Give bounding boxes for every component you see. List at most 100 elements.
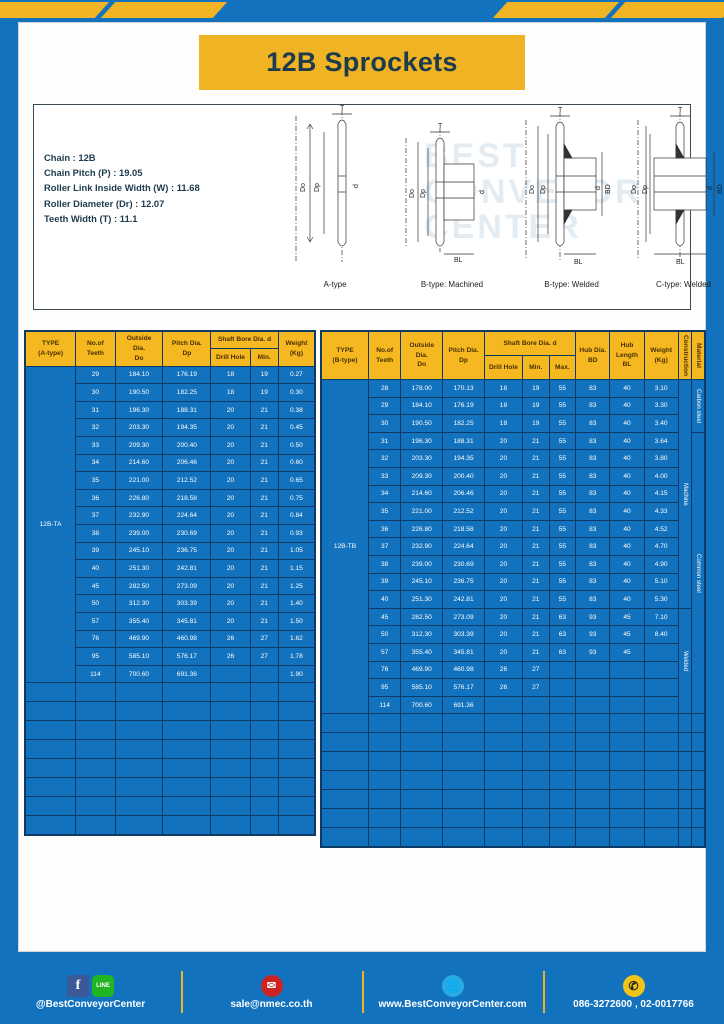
footer-website[interactable]: 🌐 www.BestConveyorCenter.com [362, 960, 543, 1024]
cell-drill-hole: 20 [210, 418, 251, 438]
spec-list: Chain : 12B Chain Pitch (P) : 19.05 Roll… [44, 150, 274, 226]
table-row-empty [24, 701, 316, 722]
cell-hub-length: 40 [609, 379, 645, 398]
spec-teeth-width: Teeth Width (T) : 11.1 [44, 212, 138, 224]
cell-empty [114, 758, 164, 779]
cell-pitch-dia: 691.36 [442, 695, 485, 715]
cell-weight: 3.30 [643, 396, 679, 416]
cell-outside-dia: 700.60 [400, 695, 444, 715]
mail-icon[interactable]: ✉ [260, 974, 283, 997]
diagram-caption-c-welded: C-type: Welded [656, 280, 711, 289]
cell-drill-hole: 20 [483, 607, 523, 627]
cell-drill-hole: 20 [210, 611, 251, 631]
cell-min: 21 [521, 642, 550, 662]
th-min: Min. [249, 348, 279, 367]
cell-drill-hole: 18 [483, 396, 523, 416]
cell-empty [24, 739, 77, 760]
cell-pitch-dia: 212.52 [442, 502, 485, 521]
cell-hub-length: 40 [609, 467, 645, 486]
cell-empty [548, 751, 577, 772]
spec-chain-pitch: Chain Pitch (P) : 19.05 [44, 167, 143, 179]
cell-max: 55 [548, 379, 577, 398]
cell-teeth: 37 [75, 506, 116, 526]
table-row: 45 282.50 273.09 20 21 63 93 45 7.10 Welded [321, 607, 705, 715]
cell-empty [114, 739, 164, 760]
cell-outside-dia: 209.30 [114, 436, 164, 455]
cell-empty [368, 827, 402, 848]
table-row: 32 203.30 194.35 20 21 0.45 [25, 418, 316, 438]
cell-empty [483, 789, 523, 810]
cell-drill-hole: 20 [483, 537, 523, 556]
cell-outside-dia: 203.30 [400, 449, 444, 468]
footer-phone[interactable]: ✆ 086-3272600 , 02-0017766 [543, 960, 724, 1024]
cell-empty [320, 789, 370, 810]
cell-drill-hole: 20 [483, 554, 523, 574]
cell-weight: 0.27 [277, 365, 316, 385]
cell-hub-dia: 83 [575, 590, 611, 609]
cell-empty [442, 789, 485, 810]
cell-empty [249, 777, 279, 798]
cell-max: 55 [548, 396, 577, 416]
phone-icon[interactable]: ✆ [622, 974, 645, 997]
cell-empty [114, 796, 164, 817]
cell-hub-dia: 93 [575, 607, 611, 627]
cell-empty [643, 732, 679, 753]
facebook-icon[interactable]: f [67, 974, 89, 997]
cell-min: 21 [521, 537, 550, 556]
table-row: 33 209.30 200.40 20 21 55 83 40 4.00 [321, 467, 705, 486]
cell-outside-dia: 239.00 [400, 554, 444, 574]
th-weight: Weight (Kg) [643, 330, 679, 381]
cell-outside-dia: 221.00 [400, 502, 444, 521]
cell-empty [677, 770, 693, 791]
cell-drill-hole: 20 [483, 502, 523, 521]
cell-hub-length: 40 [609, 519, 645, 539]
table-row: 31 196.30 188.31 20 21 55 83 40 3.64 Common steel [321, 431, 706, 715]
cell-empty [320, 770, 370, 791]
contact-footer: f LINE @BestConveyorCenter ✉ sale@nmec.c… [0, 960, 724, 1024]
cell-drill-hole: 18 [483, 379, 523, 398]
cell-weight: 0.75 [277, 488, 316, 508]
cell-drill-hole: 20 [210, 541, 251, 561]
cell-pitch-dia: 182.25 [442, 414, 485, 433]
cell-weight: 1.25 [277, 576, 316, 596]
cell-outside-dia: 232.90 [400, 537, 444, 556]
cell-outside-dia: 251.30 [400, 590, 444, 609]
cell-empty [400, 770, 444, 791]
cell-weight: 1.78 [277, 647, 316, 666]
diagram-c-welded: Do Dp d BD T BL C-type: Welded [626, 102, 724, 289]
cell-drill-hole: 20 [483, 484, 523, 504]
cell-empty [643, 713, 679, 734]
table-row-empty [320, 770, 706, 791]
cell-empty [483, 770, 523, 791]
cell-empty [548, 713, 577, 734]
cell-empty [24, 758, 77, 779]
cell-drill-hole: 20 [483, 572, 523, 592]
cell-teeth: 57 [75, 611, 116, 631]
cell-empty [210, 720, 251, 741]
cell-drill-hole [483, 695, 523, 715]
cell-empty [483, 827, 523, 848]
svg-text:Do: Do [409, 189, 416, 198]
cell-empty [548, 770, 577, 791]
cell-max: 55 [548, 484, 577, 504]
cell-outside-dia: 178.00 [400, 379, 444, 398]
cell-empty [368, 770, 402, 791]
spec-diagram-panel: Chain : 12B Chain Pitch (P) : 19.05 Roll… [33, 104, 724, 310]
cell-min: 19 [521, 379, 550, 398]
th-outside-dia: Outside Dia. Do [114, 330, 164, 367]
cell-hub-length: 45 [609, 642, 645, 662]
footer-email[interactable]: ✉ sale@nmec.co.th [181, 960, 362, 1024]
cell-max: 55 [548, 572, 577, 592]
cell-empty [320, 713, 370, 734]
svg-text:Do: Do [300, 183, 307, 192]
cell-empty [442, 808, 485, 829]
cell-outside-dia: 282.50 [114, 576, 164, 596]
cell-material: Common steel [691, 431, 706, 715]
line-icon[interactable]: LINE [92, 974, 114, 997]
footer-social[interactable]: f LINE @BestConveyorCenter [0, 960, 181, 1024]
cell-empty [368, 808, 402, 829]
globe-icon[interactable]: 🌐 [441, 974, 464, 997]
chevron-shape [0, 2, 110, 18]
cell-drill-hole: 20 [483, 590, 523, 609]
footer-phone-text: 086-3272600 , 02-0017766 [573, 998, 694, 1010]
